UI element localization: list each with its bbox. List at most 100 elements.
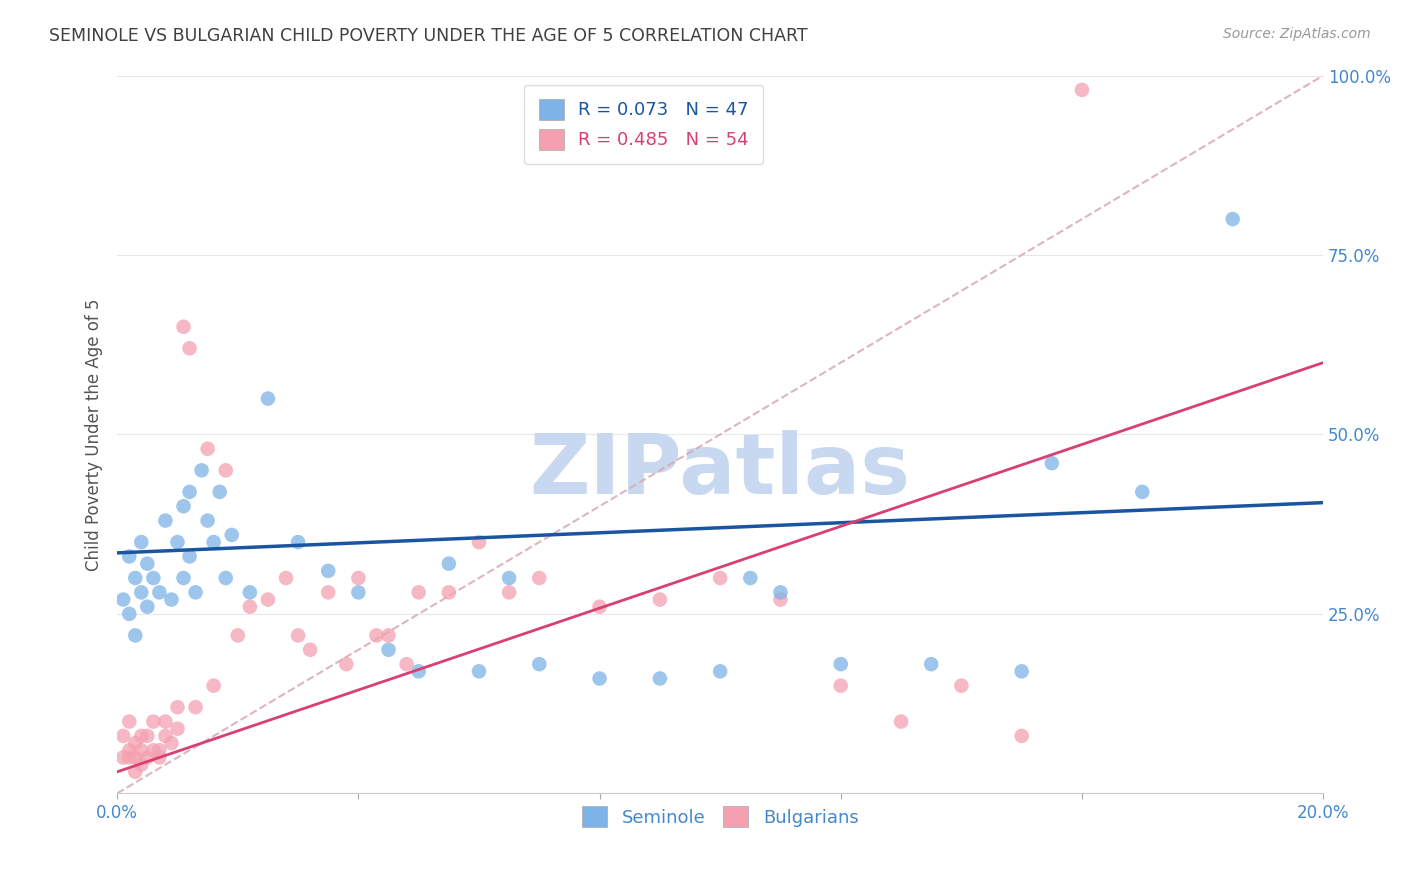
- Point: [197, 514, 219, 528]
- Point: [1040, 456, 1063, 470]
- Point: [347, 571, 370, 585]
- Point: [287, 535, 309, 549]
- Point: [160, 736, 183, 750]
- Point: [118, 743, 141, 757]
- Point: [124, 750, 146, 764]
- Point: [1071, 83, 1094, 97]
- Point: [498, 571, 520, 585]
- Point: [118, 750, 141, 764]
- Point: [166, 722, 188, 736]
- Point: [239, 599, 262, 614]
- Point: [215, 571, 238, 585]
- Point: [179, 341, 201, 355]
- Point: [316, 585, 339, 599]
- Point: [148, 743, 170, 757]
- Point: [468, 665, 491, 679]
- Point: [408, 665, 430, 679]
- Point: [709, 571, 731, 585]
- Point: [136, 729, 159, 743]
- Point: [148, 750, 170, 764]
- Point: [208, 484, 231, 499]
- Point: [395, 657, 418, 672]
- Point: [377, 642, 399, 657]
- Point: [709, 665, 731, 679]
- Point: [498, 585, 520, 599]
- Point: [173, 319, 195, 334]
- Point: [131, 535, 153, 549]
- Point: [239, 585, 262, 599]
- Point: [769, 585, 792, 599]
- Point: [136, 557, 159, 571]
- Point: [112, 729, 135, 743]
- Point: [131, 729, 153, 743]
- Point: [136, 599, 159, 614]
- Point: [740, 571, 762, 585]
- Point: [131, 757, 153, 772]
- Point: [588, 672, 610, 686]
- Point: [184, 700, 207, 714]
- Point: [118, 607, 141, 621]
- Point: [197, 442, 219, 456]
- Point: [124, 764, 146, 779]
- Point: [166, 535, 188, 549]
- Point: [1011, 665, 1033, 679]
- Point: [648, 672, 671, 686]
- Point: [124, 571, 146, 585]
- Point: [173, 500, 195, 514]
- Point: [287, 628, 309, 642]
- Point: [215, 463, 238, 477]
- Point: [202, 679, 225, 693]
- Point: [124, 628, 146, 642]
- Point: [112, 592, 135, 607]
- Point: [118, 549, 141, 564]
- Point: [142, 714, 165, 729]
- Point: [257, 392, 280, 406]
- Point: [124, 736, 146, 750]
- Y-axis label: Child Poverty Under the Age of 5: Child Poverty Under the Age of 5: [86, 298, 103, 571]
- Point: [920, 657, 942, 672]
- Point: [179, 484, 201, 499]
- Point: [830, 679, 852, 693]
- Point: [274, 571, 297, 585]
- Point: [184, 585, 207, 599]
- Point: [1222, 212, 1244, 227]
- Point: [437, 557, 460, 571]
- Point: [148, 585, 170, 599]
- Point: [166, 700, 188, 714]
- Point: [155, 714, 177, 729]
- Point: [529, 657, 551, 672]
- Point: [408, 585, 430, 599]
- Point: [316, 564, 339, 578]
- Point: [131, 585, 153, 599]
- Point: [830, 657, 852, 672]
- Point: [257, 592, 280, 607]
- Point: [588, 599, 610, 614]
- Point: [131, 743, 153, 757]
- Point: [118, 714, 141, 729]
- Point: [160, 592, 183, 607]
- Point: [190, 463, 212, 477]
- Point: [155, 514, 177, 528]
- Point: [142, 571, 165, 585]
- Point: [136, 750, 159, 764]
- Legend: Seminole, Bulgarians: Seminole, Bulgarians: [575, 799, 866, 835]
- Point: [142, 743, 165, 757]
- Point: [648, 592, 671, 607]
- Point: [1130, 484, 1153, 499]
- Point: [377, 628, 399, 642]
- Point: [769, 592, 792, 607]
- Point: [226, 628, 249, 642]
- Point: [335, 657, 357, 672]
- Point: [173, 571, 195, 585]
- Point: [299, 642, 322, 657]
- Point: [112, 750, 135, 764]
- Point: [950, 679, 973, 693]
- Point: [221, 528, 243, 542]
- Text: SEMINOLE VS BULGARIAN CHILD POVERTY UNDER THE AGE OF 5 CORRELATION CHART: SEMINOLE VS BULGARIAN CHILD POVERTY UNDE…: [49, 27, 808, 45]
- Point: [179, 549, 201, 564]
- Point: [347, 585, 370, 599]
- Point: [529, 571, 551, 585]
- Point: [468, 535, 491, 549]
- Text: ZIPatlas: ZIPatlas: [530, 430, 911, 511]
- Point: [366, 628, 388, 642]
